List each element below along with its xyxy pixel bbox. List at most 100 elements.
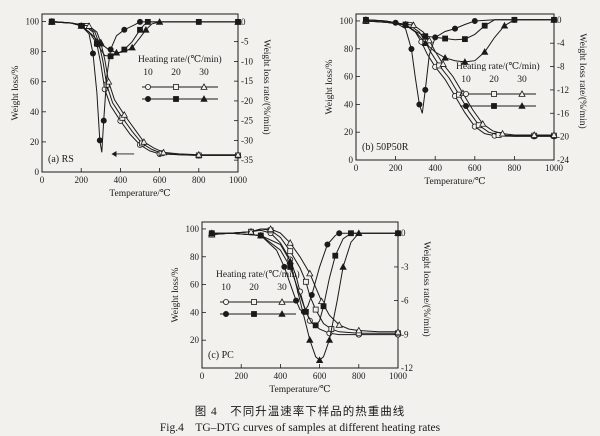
dtg-point [257,231,265,239]
y2-tick-label: -35 [241,155,253,165]
dtg-series-10 [48,18,241,153]
figure-caption-chinese: 图 4 不同升温速率下样品的热重曲线 [194,406,406,418]
legend-rate-label: 20 [171,68,181,78]
tg-curve-20 [51,21,238,156]
tg-point [247,227,255,235]
tg-point [140,138,148,145]
figure-caption-english: Fig.4 TG–DTG curves of samples at differ… [159,422,441,434]
legend-marker-20 [491,91,497,97]
y2-tick-label: 0 [401,228,406,238]
legend-marker-10 [462,91,469,98]
x-axis-title: Temperature/℃ [109,189,171,199]
tg-point [550,131,558,138]
dtg-point [320,303,327,310]
x-tick-label: 1000 [389,371,408,381]
legend: Heating rate/(℃/min) 10 20 30 [216,269,300,317]
y2-tick-label: -20 [241,96,253,106]
dtg-point [100,117,107,124]
dtg-point [325,336,334,343]
dtg-point [422,86,429,93]
dtg-point [137,26,143,33]
dtg-point [144,18,151,25]
legend-marker-10 [462,103,469,110]
y-tick-label: 20 [344,127,354,137]
dtg-point [315,356,324,363]
y2-tick-label: -30 [241,135,253,145]
dtg-point [155,18,164,25]
x-tick-label: 0 [354,163,359,173]
dtg-curve-10 [365,19,554,114]
y2-axis-title: Weight loss rate/(%/min) [421,241,432,336]
y-axis-title: Weight loss/% [11,65,21,120]
dtg-point [332,252,339,259]
y-axis-title: Weight loss/% [325,59,335,114]
tg-point [479,120,487,127]
plot-frame [41,13,239,173]
tg-point [195,150,203,158]
y2-tick-label: -6 [401,296,409,306]
y2-tick-label: -9 [401,329,409,339]
dtg-point [302,308,309,315]
legend-marker-20 [491,103,497,109]
dtg-point [121,26,128,33]
dtg-point [89,50,96,57]
dtg-point [451,25,458,32]
axis-arrows [111,150,135,157]
tg-point [234,150,242,158]
tg-point [302,278,309,285]
tg-series-30 [48,17,242,158]
y2-tick-label: -5 [241,37,249,47]
legend-rate-label: 10 [221,283,231,293]
x-tick-label: 600 [468,163,482,173]
tg-point [287,248,294,255]
tg-series-20 [362,18,557,139]
dtg-point [324,241,331,248]
dtg-point [336,230,343,237]
legend-marker-30 [278,310,286,317]
dtg-series-20 [362,16,557,43]
y2-tick-label: -16 [557,108,569,118]
tg-point [286,239,294,246]
dtg-point [287,264,294,270]
y2-tick-label: -8 [557,62,565,72]
legend-marker-10 [144,84,151,91]
y-tick-label: 40 [30,107,40,117]
tg-point [120,110,128,118]
dtg-point [441,53,449,61]
x-tick-label: 1000 [229,175,248,185]
dtg-point [308,291,315,298]
legend-title: Heating rate/(℃/min) [216,269,300,280]
dtg-point [471,18,478,25]
tg-curve-30 [51,21,238,156]
x-tick-label: 400 [274,371,288,381]
tg-point [439,60,447,67]
dtg-curve-10 [51,21,238,153]
tg-curve-30 [365,20,554,136]
x-tick-label: 800 [192,175,206,185]
x-tick-label: 200 [389,163,403,173]
dtg-point [348,230,354,237]
tg-point [394,328,402,335]
y2-tick-label: 0 [241,17,246,27]
dtg-point [461,58,469,65]
tg-point [530,131,538,138]
legend-marker-30 [518,102,526,109]
legend-marker-30 [518,90,526,97]
y2-tick-label: -10 [241,56,253,66]
legend-marker-10 [222,298,229,305]
x-axis-title: Temperature/℃ [269,385,331,395]
y2-axis-title: Weight loss rate/(%/min) [577,33,588,128]
dtg-point [112,48,121,56]
plot-frame [201,221,399,369]
dtg-point [416,101,423,108]
tg-point [425,36,433,44]
y-tick-label: 80 [30,47,40,57]
y-tick-label: 60 [30,77,40,87]
tg-curve-10 [51,21,238,156]
x-tick-label: 600 [153,175,167,185]
legend-rate-label: 30 [199,68,209,78]
panel-label: (b) 50P50R [362,142,409,153]
tg-point [266,225,275,232]
